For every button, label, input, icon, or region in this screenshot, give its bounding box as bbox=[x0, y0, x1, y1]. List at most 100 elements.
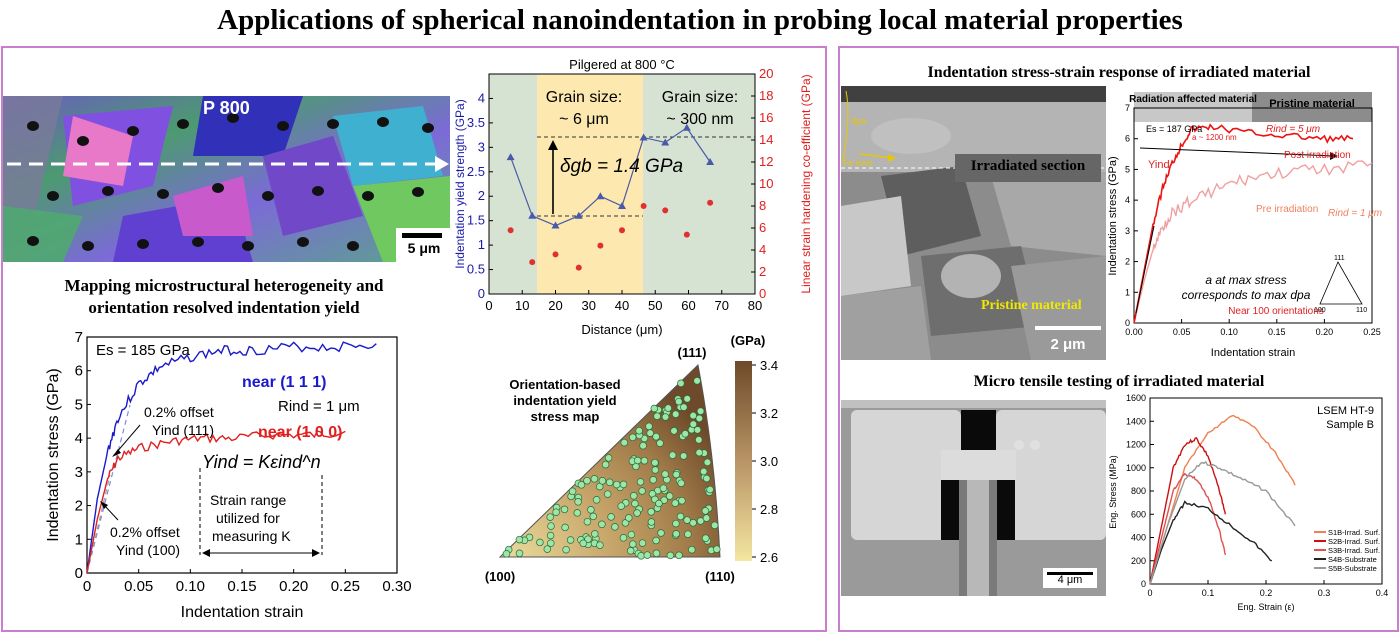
ipf-data-point bbox=[710, 521, 719, 530]
ipf-data-point bbox=[684, 530, 692, 538]
y-tick-label: 1 bbox=[478, 237, 485, 252]
ipf-data-point bbox=[638, 487, 646, 495]
ipf-data-point bbox=[680, 403, 688, 411]
x-tick-label: 0.15 bbox=[227, 578, 256, 595]
ipf-data-point bbox=[601, 460, 610, 469]
y-tick-label: 6 bbox=[1125, 134, 1130, 144]
ipf-title: indentation yield bbox=[513, 393, 616, 408]
sem-scalebar-label: 2 μm bbox=[1050, 336, 1086, 353]
x-tick-label: 20 bbox=[548, 298, 562, 313]
orientation-chart-svg: 0 0.05 0.10 0.15 0.20 0.25 0.30 0 1 2 3 4 5 6 7 Es = … bbox=[45, 329, 412, 621]
y-tick-label: 1400 bbox=[1126, 416, 1146, 426]
y-tick-label: 600 bbox=[1131, 509, 1146, 519]
chart-annotation: Pre irradiation bbox=[1256, 204, 1318, 215]
ipf-data-point bbox=[647, 518, 656, 526]
chart-annotation: a at max stress bbox=[1205, 273, 1286, 287]
delta-label: δgb = 1.4 GPa bbox=[560, 156, 683, 177]
data-point-hardening bbox=[529, 259, 536, 266]
x-tick-label: 0.3 bbox=[1318, 588, 1331, 598]
ipf-data-point bbox=[683, 395, 691, 403]
legend-label: S3B-Irrad. Surf. bbox=[1328, 546, 1380, 555]
y-tick-label: 7 bbox=[75, 329, 83, 346]
chart-annotation: measuring K bbox=[212, 528, 291, 544]
ipf-data-point bbox=[619, 480, 628, 489]
mapping-heading-2: orientation resolved indentation yield bbox=[88, 298, 360, 317]
ipf-data-point bbox=[696, 517, 705, 525]
y-tick-label: 800 bbox=[1131, 486, 1146, 496]
chart-annotation: 111 bbox=[1334, 255, 1345, 262]
colorbar-tick-label: 3.4 bbox=[760, 358, 778, 373]
grain-label: Grain size: bbox=[546, 89, 622, 106]
chart-annotation: a ~ 1200 nm bbox=[1192, 133, 1237, 142]
ipf-data-point bbox=[546, 513, 554, 521]
ipf-data-point bbox=[675, 551, 683, 560]
grain-label: ~ 300 nm bbox=[666, 111, 733, 128]
ipf-data-point bbox=[689, 420, 698, 428]
ipf-data-point bbox=[681, 430, 689, 438]
x-tick-label: 0.30 bbox=[382, 578, 411, 595]
data-point-hardening bbox=[640, 203, 647, 209]
y-tick-label: 200 bbox=[1131, 556, 1146, 566]
x-tick-label: 0.10 bbox=[1220, 327, 1238, 337]
ipf-data-point bbox=[696, 407, 705, 415]
ipf-data-point bbox=[657, 529, 665, 537]
x-tick-label: 0.20 bbox=[279, 578, 308, 595]
ipf-data-point bbox=[659, 484, 668, 492]
x-tick-label: 0.10 bbox=[176, 578, 205, 595]
data-point-yield bbox=[706, 158, 715, 165]
ipf-data-point bbox=[639, 441, 647, 450]
chart-annotation: 0.2% offset bbox=[144, 404, 214, 420]
ipf-data-point bbox=[591, 530, 599, 538]
data-point-yield bbox=[551, 221, 560, 229]
ipf-data-point bbox=[646, 429, 654, 437]
y-tick-label: 400 bbox=[1131, 533, 1146, 543]
ipf-data-point bbox=[702, 514, 711, 522]
ipf-data-point bbox=[643, 551, 652, 559]
ipf-data-point bbox=[655, 499, 663, 508]
x-axis-label: Distance (μm) bbox=[581, 322, 662, 337]
ipf-data-point bbox=[670, 427, 678, 435]
colorbar-tick-label: 2.6 bbox=[760, 550, 778, 565]
tensile-sem-image: 4 μm bbox=[841, 400, 1106, 596]
series-line-S2B-Irrad. Surf. bbox=[1149, 437, 1227, 585]
ipf-data-point bbox=[502, 550, 511, 558]
x-tick-label: 30 bbox=[582, 298, 596, 313]
chart-annotation: Es = 187 GPa bbox=[1146, 124, 1202, 134]
ipf-data-point bbox=[636, 478, 645, 486]
y2-axis-label: Linear strain hardening co-efficient (GP… bbox=[799, 74, 813, 293]
ipf-title: Orientation-based bbox=[509, 377, 620, 392]
chart-annotation: 100 bbox=[1314, 307, 1326, 314]
data-point-yield bbox=[618, 202, 626, 209]
irr-heading: Indentation stress-strain response of ir… bbox=[927, 64, 1311, 81]
ipf-data-point bbox=[675, 397, 683, 406]
tensile-chart-svg: 0 0.1 0.2 0.3 0.4 0 200 400 600 800 1000 1200 1400 16… bbox=[1108, 393, 1388, 612]
y-axis-label: Indentation stress (GPa) bbox=[1107, 156, 1119, 275]
x-tick-label: 40 bbox=[615, 298, 629, 313]
data-point-yield bbox=[528, 211, 537, 219]
ipf-data-point bbox=[677, 379, 685, 388]
y-tick-label: 5 bbox=[1125, 164, 1130, 174]
chart-annotation: Rind = 1 μm bbox=[278, 398, 360, 415]
x-tick-label: 0.20 bbox=[1316, 327, 1334, 337]
ipf-data-point bbox=[640, 456, 649, 465]
ipf-data-point bbox=[651, 466, 660, 474]
y-tick-label: 2 bbox=[75, 498, 83, 515]
ipf-data-point bbox=[583, 476, 591, 485]
ipf-data-point bbox=[701, 534, 710, 542]
ipf-data-point bbox=[607, 513, 615, 521]
ipf-data-point bbox=[547, 539, 555, 547]
orientation-stress-strain-chart: 0 0.05 0.10 0.15 0.20 0.25 0.30 0 1 2 3 4 5 6 7 Es = … bbox=[20, 325, 420, 625]
x-tick-label: 0 bbox=[83, 578, 91, 595]
ipf-data-point bbox=[583, 517, 592, 526]
ipf-data-point bbox=[589, 512, 598, 521]
left-panel bbox=[1, 46, 827, 632]
ipf-data-point bbox=[627, 530, 636, 539]
chart-annotation: Near 100 orientations bbox=[1228, 306, 1324, 317]
chart-header-label: Radiation affected material bbox=[1129, 94, 1257, 105]
data-point-yield bbox=[661, 138, 670, 146]
ipf-data-point bbox=[633, 509, 641, 517]
ipf-data-point bbox=[651, 458, 659, 467]
x-tick-label: 70 bbox=[715, 298, 729, 313]
y-tick-label: 6 bbox=[75, 363, 83, 380]
ipf-data-point bbox=[672, 530, 680, 538]
